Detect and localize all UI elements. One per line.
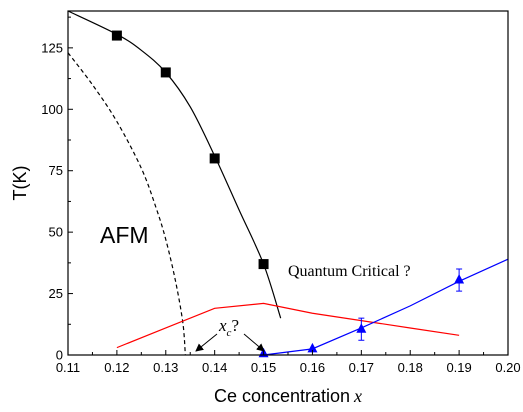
quantum-critical-label: Quantum Critical ? [288, 263, 411, 280]
x-tick-label: 0.12 [104, 360, 129, 375]
xc-arrow-right [243, 333, 265, 352]
y-tick-label: 75 [49, 163, 63, 178]
xc-label: xc? [218, 316, 239, 339]
xc-label-q: ? [231, 316, 239, 335]
y-tick-label: 125 [41, 40, 63, 55]
x-tick-label: 0.16 [300, 360, 325, 375]
x-tick-label: 0.19 [446, 360, 471, 375]
y-tick-label: 0 [56, 348, 63, 363]
x-tick-label: 0.18 [398, 360, 423, 375]
x-axis-title-var: x [353, 386, 362, 406]
x-tick-label: 0.20 [495, 360, 520, 375]
blue-line-series [263, 258, 509, 356]
y-tick-label: 25 [49, 286, 63, 301]
y-tick-label: 100 [41, 102, 63, 117]
afm-label: AFM [100, 222, 149, 248]
xc-arrow-left [195, 333, 218, 352]
ticks-layer: 0.11 0.12 0.13 0.14 0.15 0.16 0.17 0.18 0.19 0.20… [41, 16, 521, 375]
x-tick-label: 0.11 [56, 360, 80, 375]
square-data-point [258, 259, 269, 270]
x-tick-label: 0.14 [202, 360, 227, 375]
xc-label-sub: c [227, 327, 232, 339]
triangle-data-point [307, 342, 318, 353]
afm-boundary-dashed-curve [67, 52, 186, 356]
square-data-point [209, 153, 220, 164]
plot-frame [67, 10, 509, 356]
y-axis-title: T(K) [10, 166, 30, 201]
plot-layer [67, 10, 509, 358]
y-tick-label: 50 [49, 225, 63, 240]
triangle-data-point [454, 274, 465, 284]
neel-temperature-fit-curve [67, 10, 282, 319]
square-data-point [111, 30, 122, 41]
x-tick-label: 0.17 [349, 360, 374, 375]
x-axis-title-text: Ce concentration [214, 386, 350, 406]
square-data-point [160, 67, 171, 78]
x-tick-label: 0.13 [153, 360, 178, 375]
x-tick-label: 0.15 [251, 360, 276, 375]
red-line-series [116, 302, 460, 349]
xc-label-main: x [218, 316, 227, 335]
triangle-data-point [356, 323, 367, 333]
x-axis-title: Ce concentration x [214, 386, 362, 406]
